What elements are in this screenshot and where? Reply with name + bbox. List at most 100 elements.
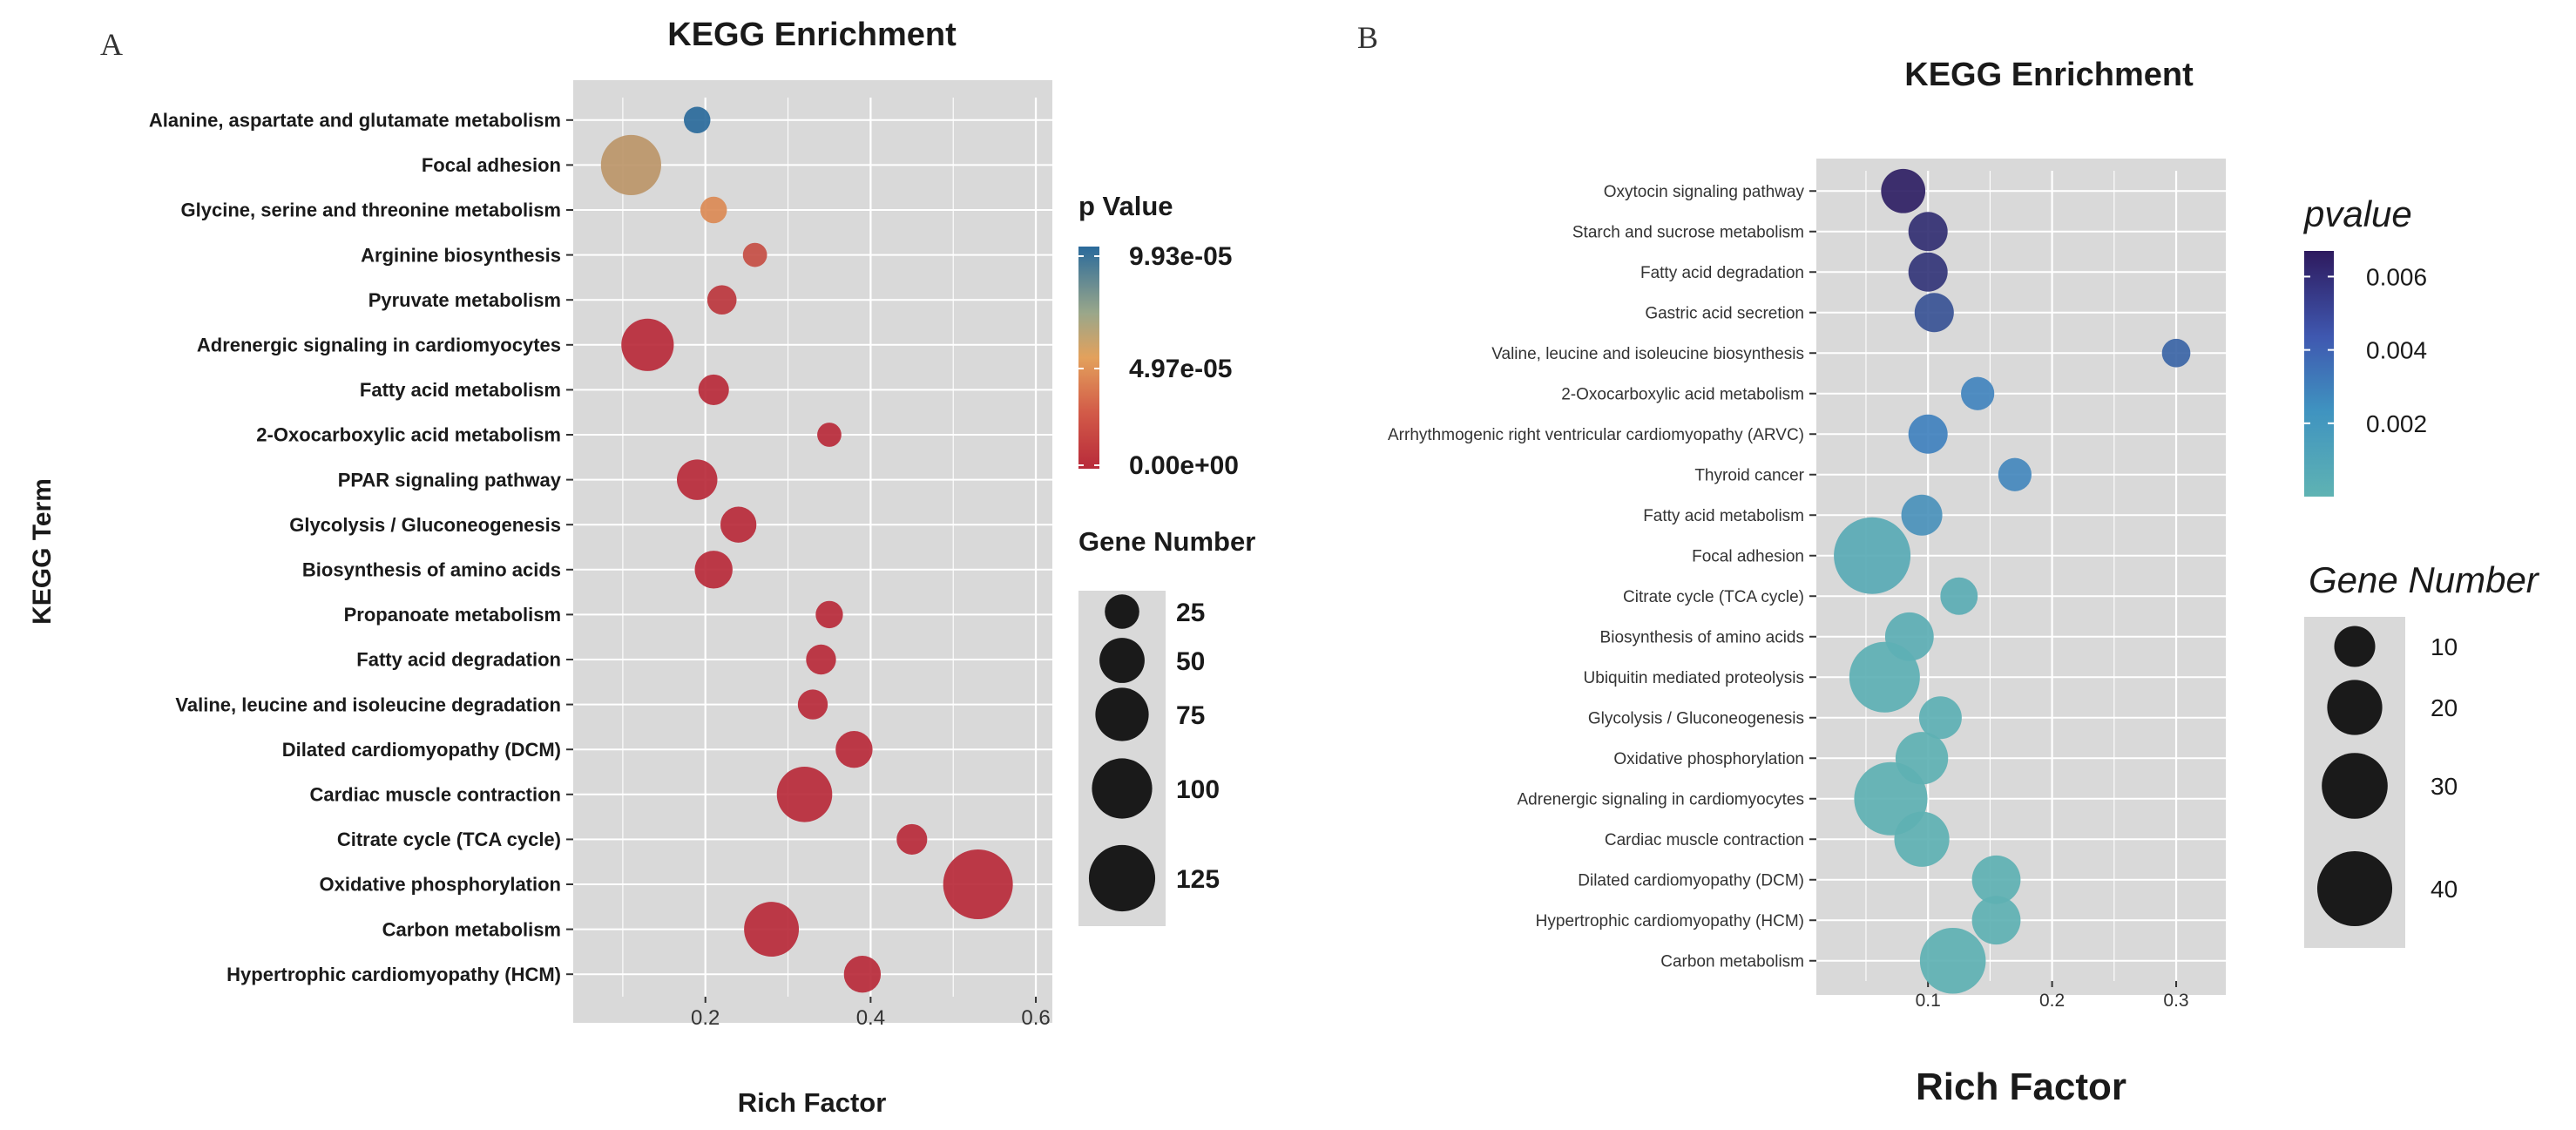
size-legend-label-40: 40	[2431, 876, 2458, 903]
point-fatty-acid-degradation	[806, 644, 836, 675]
term-label-fatty-acid-metabolism: Fatty acid metabolism	[360, 379, 561, 401]
point-hypertrophic-cardiomyopathy-hcm	[1971, 896, 2021, 945]
term-label-cardiac-muscle-contraction: Cardiac muscle contraction	[309, 784, 561, 806]
panel-a-letter: A	[100, 27, 123, 62]
size-legend-circle-30	[2322, 753, 2388, 819]
point-cardiac-muscle-contraction	[1894, 811, 1950, 867]
panel-a-x-axis-label: Rich Factor	[738, 1087, 887, 1118]
size-legend-circle-100	[1092, 758, 1153, 819]
panel-a-color-label-mid: 4.97e-05	[1129, 355, 1232, 383]
point-glycolysis-gluconeogenesis	[1918, 696, 1962, 740]
point-fatty-acid-metabolism	[1901, 494, 1943, 536]
panel-b-color-ticks: 0.006 0.004 0.002	[2304, 263, 2427, 437]
term-label-starch-and-sucrose-metabolism: Starch and sucrose metabolism	[1572, 223, 1804, 241]
point-citrate-cycle-tca-cycle	[1940, 577, 1978, 615]
point-thyroid-cancer	[1998, 457, 2032, 491]
point-glycine-serine-and-threonine-metabolism	[700, 196, 727, 224]
x-tick-label: 0.3	[2163, 991, 2188, 1011]
term-label-citrate-cycle-tca-cycle: Citrate cycle (TCA cycle)	[337, 829, 561, 850]
term-label-dilated-cardiomyopathy-dcm: Dilated cardiomyopathy (DCM)	[1578, 871, 1804, 890]
term-label-biosynthesis-of-amino-acids: Biosynthesis of amino acids	[302, 559, 561, 581]
point-ppar-signaling-pathway	[677, 459, 718, 500]
panel-b: B KEGG Enrichment Oxytocin signaling pat…	[1357, 20, 2540, 1108]
point-dilated-cardiomyopathy-dcm	[1971, 855, 2021, 904]
size-legend-circle-125	[1088, 844, 1156, 912]
point-fatty-acid-metabolism	[698, 374, 729, 405]
size-legend-label-125: 125	[1176, 865, 1220, 894]
term-label-cardiac-muscle-contraction: Cardiac muscle contraction	[1605, 831, 1804, 849]
point-carbon-metabolism	[744, 902, 800, 957]
x-tick-label: 0.2	[691, 1006, 720, 1030]
panel-a-points	[600, 106, 1013, 993]
size-legend-circle-25	[1105, 594, 1139, 629]
size-legend-circle-40	[2316, 850, 2393, 927]
point-fatty-acid-degradation	[1908, 252, 1948, 292]
size-legend-circle-50	[1099, 638, 1145, 683]
term-label-ubiquitin-mediated-proteolysis: Ubiquitin mediated proteolysis	[1584, 669, 1804, 687]
term-label-citrate-cycle-tca-cycle: Citrate cycle (TCA cycle)	[1623, 588, 1804, 606]
point-citrate-cycle-tca-cycle	[896, 823, 928, 855]
term-label-ppar-signaling-pathway: PPAR signaling pathway	[338, 469, 562, 491]
size-legend-label-30: 30	[2431, 773, 2458, 800]
term-label-focal-adhesion: Focal adhesion	[1692, 547, 1804, 565]
x-tick-label: 0.1	[1916, 991, 1941, 1011]
point-hypertrophic-cardiomyopathy-hcm	[843, 955, 882, 993]
point-arginine-biosynthesis	[742, 242, 767, 267]
point-glycolysis-gluconeogenesis	[720, 506, 757, 543]
panel-a-size-legend-items: 25 50 75 100 125	[1088, 594, 1220, 912]
term-label-hypertrophic-cardiomyopathy-hcm: Hypertrophic cardiomyopathy (HCM)	[1536, 912, 1804, 930]
point-valine-leucine-and-isoleucine-biosynthesis	[2161, 338, 2191, 368]
term-label-fatty-acid-degradation: Fatty acid degradation	[356, 649, 561, 671]
term-label-valine-leucine-and-isoleucine-degradation: Valine, leucine and isoleucine degradati…	[175, 694, 561, 715]
panel-a-size-legend-title: Gene Number	[1078, 526, 1255, 557]
size-legend-label-75: 75	[1176, 701, 1205, 730]
size-legend-circle-75	[1095, 687, 1149, 741]
size-legend-label-25: 25	[1176, 599, 1205, 627]
size-legend-circle-20	[2327, 680, 2383, 735]
point-oxidative-phosphorylation	[943, 849, 1013, 919]
x-tick-label: 0.4	[856, 1006, 885, 1030]
color-tick-label-2: 0.002	[2366, 410, 2427, 437]
point-propanoate-metabolism	[815, 600, 843, 629]
point-ubiquitin-mediated-proteolysis	[1849, 641, 1920, 713]
panel-a-color-label-max: 9.93e-05	[1129, 242, 1232, 271]
term-label-adrenergic-signaling-in-cardiomyocytes: Adrenergic signaling in cardiomyocytes	[1518, 790, 1805, 809]
color-tick-label-0: 0.006	[2366, 263, 2427, 290]
point-2-oxocarboxylic-acid-metabolism	[1961, 376, 1995, 410]
point-oxytocin-signaling-pathway	[1881, 168, 1926, 213]
term-label-oxidative-phosphorylation: Oxidative phosphorylation	[320, 874, 561, 896]
term-label-alanine-aspartate-and-glutamate-metabolism: Alanine, aspartate and glutamate metabol…	[149, 110, 561, 132]
panel-a: A KEGG Enrichment Alanine, aspartate and…	[28, 17, 1255, 1118]
term-label-oxytocin-signaling-pathway: Oxytocin signaling pathway	[1604, 183, 1805, 201]
term-label-2-oxocarboxylic-acid-metabolism: 2-Oxocarboxylic acid metabolism	[256, 424, 561, 446]
term-label-carbon-metabolism: Carbon metabolism	[1660, 952, 1804, 971]
term-label-propanoate-metabolism: Propanoate metabolism	[344, 604, 561, 626]
point-2-oxocarboxylic-acid-metabolism	[817, 423, 842, 447]
panel-a-title: KEGG Enrichment	[667, 17, 957, 53]
panel-b-color-legend-title: pvalue	[2302, 193, 2412, 234]
term-label-fatty-acid-degradation: Fatty acid degradation	[1640, 264, 1804, 282]
size-legend-label-100: 100	[1176, 775, 1220, 804]
panel-a-colorbar	[1078, 247, 1099, 469]
point-adrenergic-signaling-in-cardiomyocytes	[621, 318, 674, 371]
x-tick-label: 0.6	[1021, 1006, 1050, 1030]
x-tick-label: 0.2	[2039, 991, 2065, 1011]
panel-b-title: KEGG Enrichment	[1904, 57, 2194, 93]
term-label-2-oxocarboxylic-acid-metabolism: 2-Oxocarboxylic acid metabolism	[1561, 385, 1804, 403]
point-focal-adhesion	[600, 134, 661, 195]
term-label-gastric-acid-secretion: Gastric acid secretion	[1645, 304, 1804, 322]
panel-a-term-labels: Alanine, aspartate and glutamate metabol…	[149, 110, 573, 985]
panel-b-colorbar	[2304, 251, 2334, 497]
point-starch-and-sucrose-metabolism	[1908, 212, 1948, 252]
point-cardiac-muscle-contraction	[776, 767, 833, 822]
point-focal-adhesion	[1834, 517, 1911, 594]
point-biosynthesis-of-amino-acids	[694, 551, 733, 589]
panel-b-size-legend-title: Gene Number	[2309, 559, 2540, 600]
term-label-carbon-metabolism: Carbon metabolism	[382, 918, 561, 940]
panel-b-x-axis-label: Rich Factor	[1916, 1066, 2126, 1108]
panel-b-size-legend-items: 10 20 30 40	[2316, 626, 2458, 927]
term-label-fatty-acid-metabolism: Fatty acid metabolism	[1643, 507, 1804, 525]
term-label-thyroid-cancer: Thyroid cancer	[1694, 466, 1804, 484]
panel-b-letter: B	[1357, 20, 1378, 55]
